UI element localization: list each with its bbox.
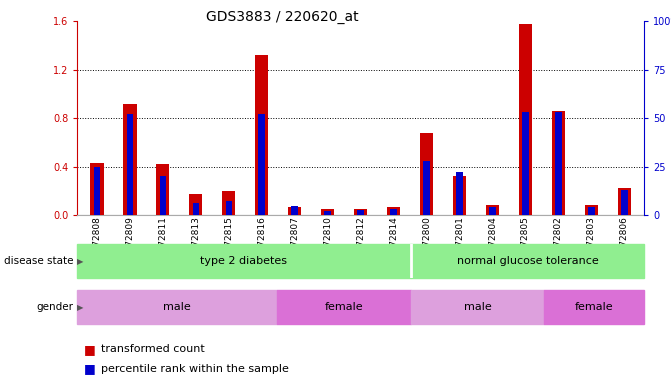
Bar: [156, 164, 170, 215]
Bar: [222, 191, 236, 215]
Bar: [193, 204, 199, 215]
Bar: [588, 207, 595, 215]
Text: normal glucose tolerance: normal glucose tolerance: [456, 256, 599, 266]
Bar: [544, 290, 644, 324]
Bar: [358, 210, 364, 215]
Text: GDS3883 / 220620_at: GDS3883 / 220620_at: [205, 10, 358, 23]
Bar: [277, 290, 411, 324]
Bar: [411, 290, 544, 324]
Text: disease state: disease state: [4, 256, 74, 266]
Text: male: male: [464, 302, 491, 312]
Text: female: female: [325, 302, 363, 312]
Bar: [423, 161, 430, 215]
Bar: [189, 194, 203, 215]
Bar: [288, 207, 301, 215]
Bar: [127, 114, 134, 215]
Bar: [522, 112, 529, 215]
Text: ■: ■: [84, 343, 96, 356]
Bar: [555, 112, 562, 215]
Bar: [486, 205, 499, 215]
Bar: [387, 207, 400, 215]
Bar: [552, 111, 565, 215]
Bar: [354, 209, 367, 215]
Bar: [585, 205, 598, 215]
Bar: [519, 23, 532, 215]
Text: male: male: [163, 302, 191, 312]
Text: ■: ■: [84, 362, 96, 375]
Bar: [420, 132, 433, 215]
Bar: [255, 55, 268, 215]
Bar: [321, 209, 334, 215]
Text: gender: gender: [37, 302, 74, 312]
Bar: [621, 190, 627, 215]
Text: ▶: ▶: [76, 257, 83, 266]
Text: female: female: [575, 302, 613, 312]
Bar: [291, 206, 298, 215]
Bar: [618, 189, 631, 215]
Bar: [456, 172, 463, 215]
Bar: [324, 211, 331, 215]
Bar: [160, 176, 166, 215]
Bar: [453, 176, 466, 215]
Bar: [91, 163, 103, 215]
Text: type 2 diabetes: type 2 diabetes: [201, 256, 287, 266]
Bar: [123, 104, 136, 215]
Bar: [77, 244, 411, 278]
Bar: [411, 244, 644, 278]
Bar: [77, 290, 277, 324]
Bar: [225, 202, 232, 215]
Text: ▶: ▶: [76, 303, 83, 312]
Text: transformed count: transformed count: [101, 344, 205, 354]
Text: percentile rank within the sample: percentile rank within the sample: [101, 364, 289, 374]
Bar: [94, 167, 100, 215]
Bar: [258, 114, 265, 215]
Bar: [489, 207, 496, 215]
Bar: [391, 209, 397, 215]
